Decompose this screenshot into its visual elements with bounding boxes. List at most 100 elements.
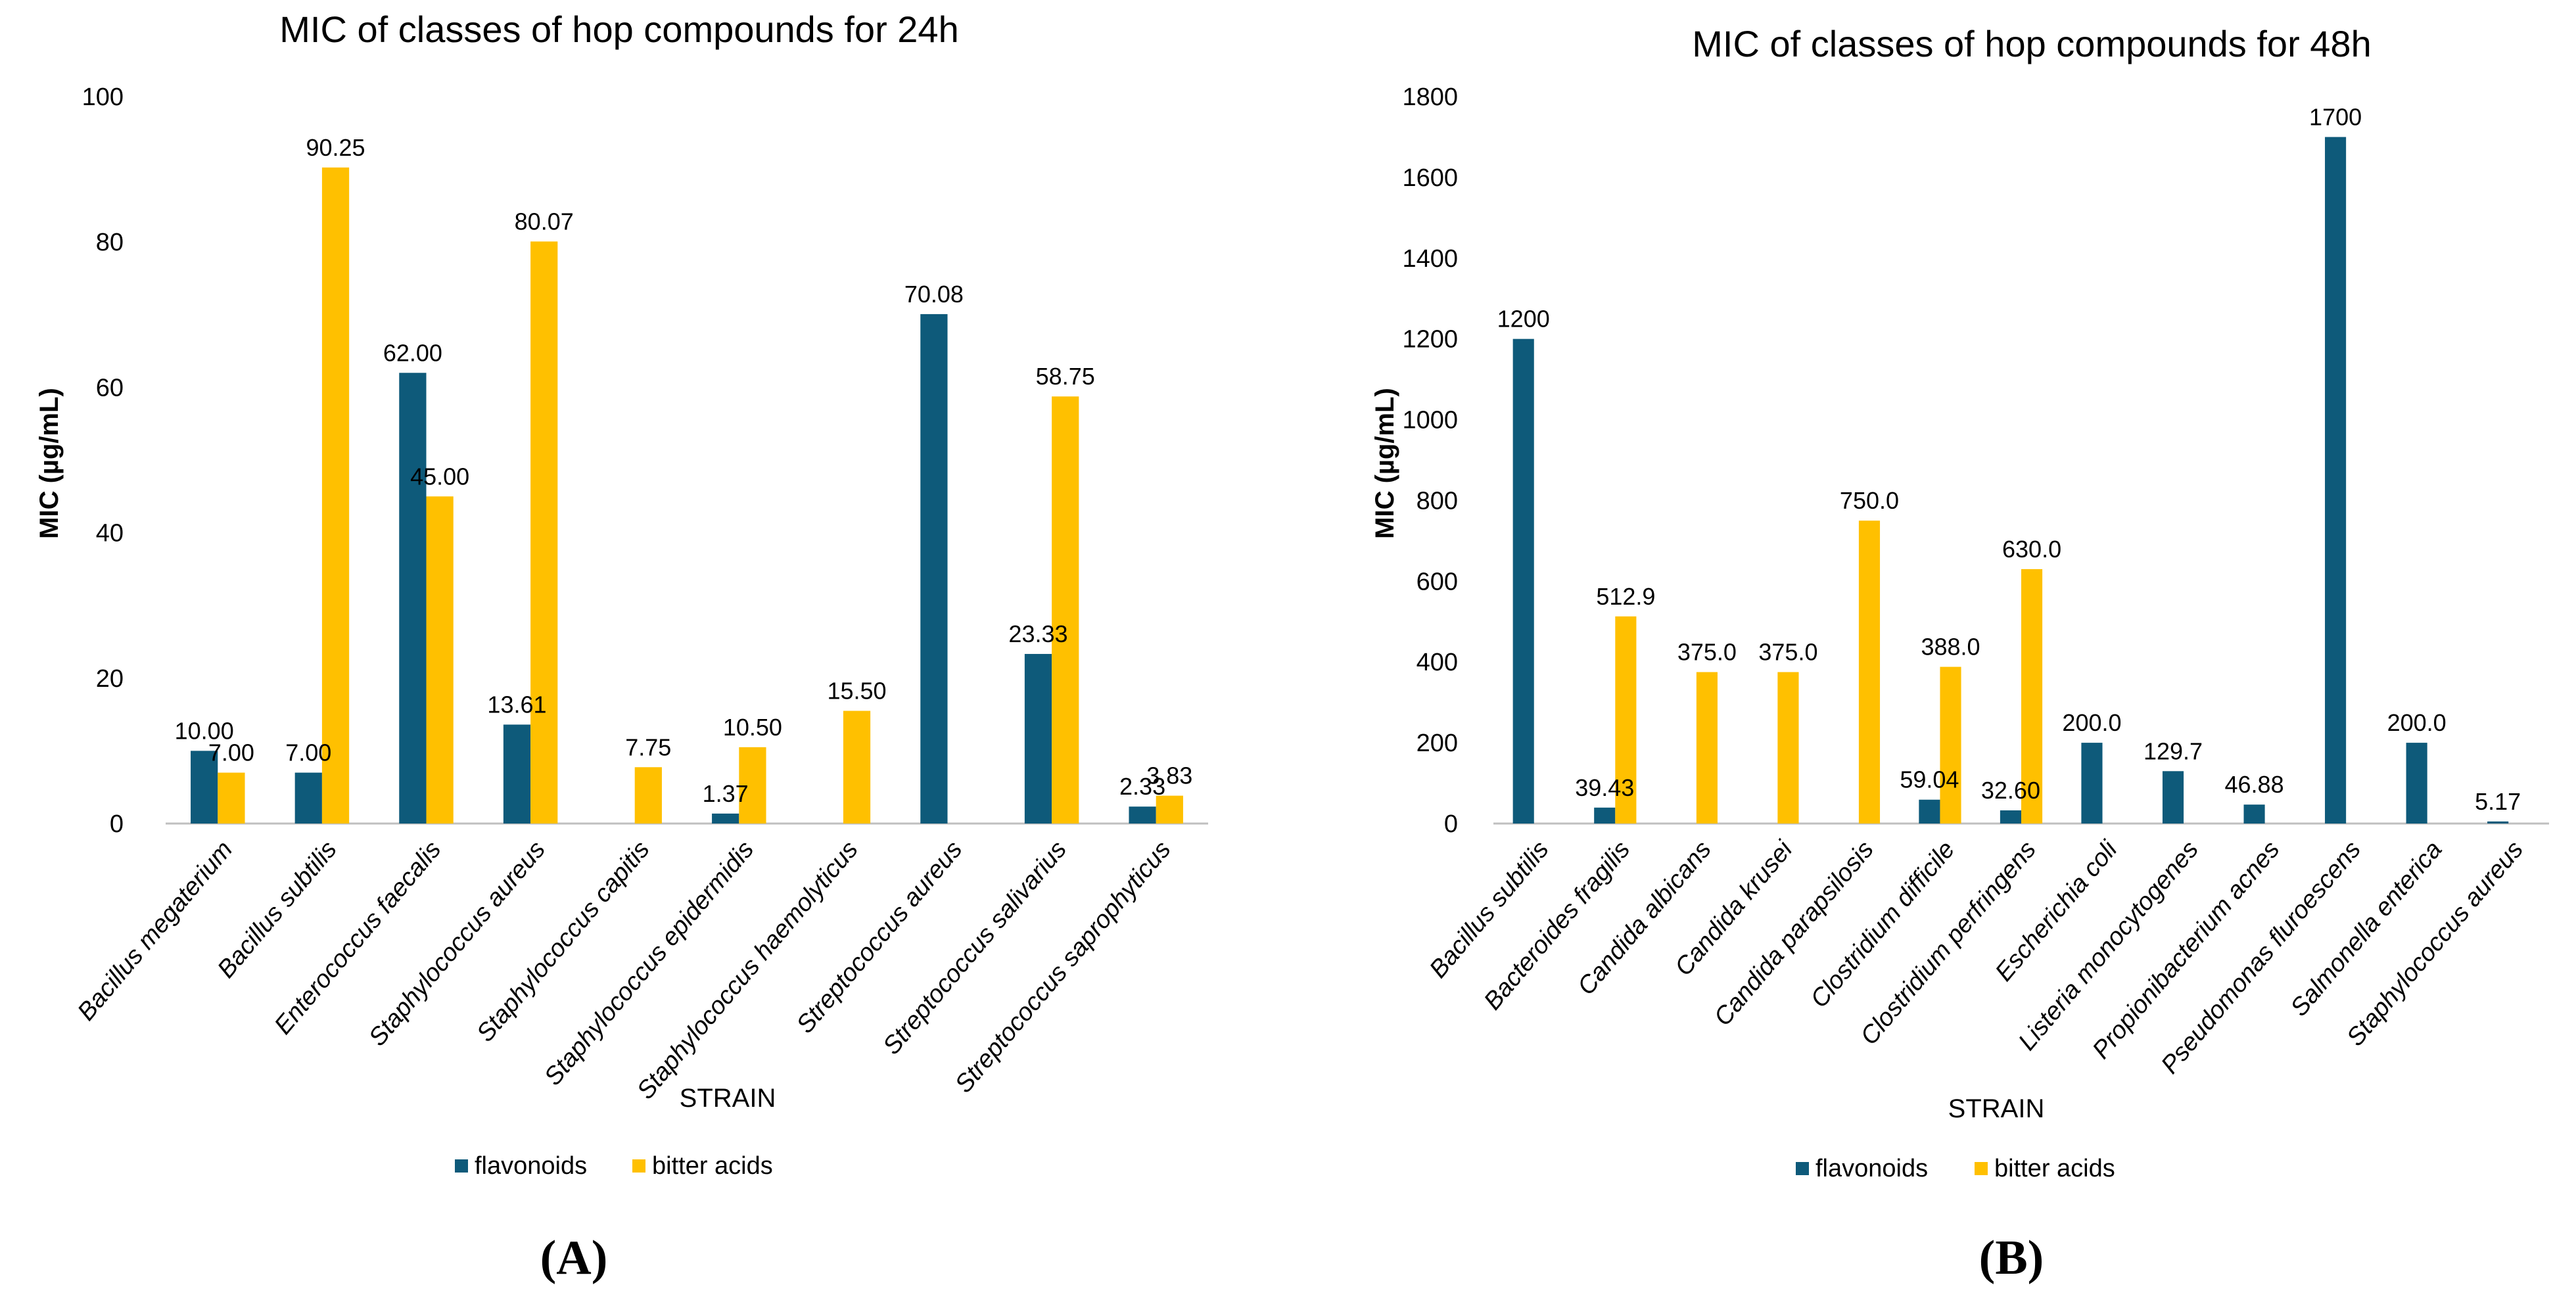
chart-title: MIC of classes of hop compounds for 24h [279, 9, 958, 50]
data-label: 39.43 [1575, 774, 1634, 801]
y-tick-label: 0 [110, 810, 124, 838]
y-axis-label: MIC (µg/mL) [1370, 388, 1399, 539]
data-label: 62.00 [383, 339, 442, 366]
data-label: 375.0 [1677, 639, 1737, 666]
y-tick-label: 600 [1417, 568, 1458, 595]
data-label: 10.00 [175, 717, 234, 744]
data-label: 7.00 [208, 739, 254, 766]
category-label: Streptococcus saprophyticus [950, 836, 1176, 1098]
bar-bitter-acids [1858, 521, 1881, 824]
bar-flavonoids [399, 373, 427, 824]
bar-flavonoids [2406, 743, 2427, 824]
bar-bitter-acids [1777, 672, 1799, 824]
data-label: 80.07 [515, 208, 574, 235]
x-axis-label: STRAIN [1948, 1094, 2045, 1123]
data-label: 1200 [1497, 306, 1550, 333]
bar-flavonoids [1024, 653, 1052, 824]
y-axis-label: MIC (µg/mL) [35, 388, 64, 539]
data-label: 1700 [2309, 103, 2362, 130]
category-label: Clostridium difficile [1806, 836, 1961, 1013]
bar-bitter-acids [1052, 396, 1079, 824]
bar-flavonoids [294, 772, 322, 824]
bar-flavonoids [1129, 806, 1156, 824]
data-label: 32.60 [1981, 777, 2040, 804]
bar-flavonoids [920, 314, 948, 824]
chart-48h: MIC of classes of hop compounds for 48h … [1370, 23, 2549, 1285]
bar-bitter-acids [218, 772, 245, 824]
bar-bitter-acids [321, 167, 350, 824]
bar-flavonoids [1512, 338, 1534, 824]
legend-swatch-bitter-acids [1975, 1162, 1988, 1175]
data-label: 630.0 [2002, 536, 2061, 563]
bar-flavonoids [2000, 810, 2021, 824]
panel-label-a: (A) [540, 1231, 608, 1285]
bar-flavonoids [503, 724, 531, 824]
data-labels: 1200 39.43 512.9 375.0 375.0 750.0 59.04 388.0 3… [1497, 103, 2521, 814]
data-label: 70.08 [904, 281, 964, 308]
data-label: 3.83 [1146, 762, 1192, 789]
category-label: Staphylococcus aureus [363, 836, 551, 1052]
bar-bitter-acids [634, 767, 662, 824]
legend-label-bitter-acids: bitter acids [652, 1152, 773, 1180]
data-label: 10.50 [723, 714, 782, 741]
bar-flavonoids [1594, 807, 1616, 824]
y-tick-label: 1000 [1402, 407, 1458, 434]
data-label: 15.50 [827, 678, 886, 705]
y-tick-label: 1800 [1402, 83, 1458, 111]
y-tick-label: 200 [1417, 730, 1458, 757]
data-label: 388.0 [1921, 634, 1980, 661]
bar-flavonoids [2243, 804, 2265, 824]
category-label: Staphylococcus capitis [471, 836, 655, 1047]
legend-label-bitter-acids: bitter acids [1994, 1155, 2115, 1182]
data-label: 5.17 [2475, 788, 2521, 815]
chart-title: MIC of classes of hop compounds for 48h [1692, 23, 2371, 64]
bar-bitter-acids [1940, 666, 1961, 824]
y-tick-label: 40 [96, 520, 124, 547]
data-label: 7.75 [625, 733, 671, 760]
legend-swatch-flavonoids [1796, 1162, 1809, 1175]
data-label: 13.61 [487, 691, 546, 718]
bar-bitter-acids [530, 241, 558, 824]
bar-flavonoids [191, 751, 218, 824]
panel-label-b: (B) [1979, 1231, 2044, 1285]
data-label: 23.33 [1008, 620, 1067, 647]
bars [191, 167, 1183, 824]
legend: flavonoids bitter acids [455, 1152, 773, 1180]
y-tick-label: 400 [1417, 649, 1458, 676]
bar-flavonoids [2162, 771, 2184, 824]
data-label: 512.9 [1596, 583, 1655, 610]
data-label: 46.88 [2225, 771, 2284, 798]
data-label: 2.33 [1119, 773, 1165, 800]
category-label: Streptococcus salivarius [878, 836, 1072, 1060]
bar-bitter-acids [426, 496, 454, 824]
y-tick-label: 1200 [1402, 326, 1458, 354]
bar-flavonoids [2081, 743, 2103, 824]
data-label: 129.7 [2143, 737, 2203, 764]
bar-bitter-acids [1615, 616, 1637, 824]
data-label: 375.0 [1758, 639, 1817, 666]
bar-flavonoids [2487, 821, 2509, 824]
data-label: 45.00 [410, 463, 469, 490]
y-tick-label: 80 [96, 229, 124, 256]
y-ticks: 0 200 400 600 800 1000 1200 1400 1600 1800 [1402, 83, 1458, 838]
legend-swatch-flavonoids [455, 1159, 468, 1173]
legend: flavonoids bitter acids [1796, 1155, 2115, 1182]
data-label: 1.37 [703, 780, 749, 807]
bar-bitter-acids [2021, 569, 2043, 824]
category-label: Staphylococcus haemolyticus [632, 836, 864, 1105]
bar-flavonoids [1919, 799, 1940, 824]
y-tick-label: 1600 [1402, 164, 1458, 192]
data-labels: 10.007.00 7.0090.2562.0045.0013.6180.077.… [175, 134, 1193, 807]
category-label: Staphylococcus epidermidis [539, 836, 759, 1091]
data-label: 750.0 [1840, 487, 1899, 514]
y-ticks: 0 20 40 60 80 100 [82, 83, 124, 838]
data-label: 200.0 [2062, 709, 2121, 736]
legend-swatch-bitter-acids [632, 1159, 645, 1173]
bar-bitter-acids [739, 747, 766, 824]
bar-flavonoids [712, 813, 739, 824]
y-tick-label: 60 [96, 374, 124, 402]
data-label: 58.75 [1036, 363, 1095, 390]
